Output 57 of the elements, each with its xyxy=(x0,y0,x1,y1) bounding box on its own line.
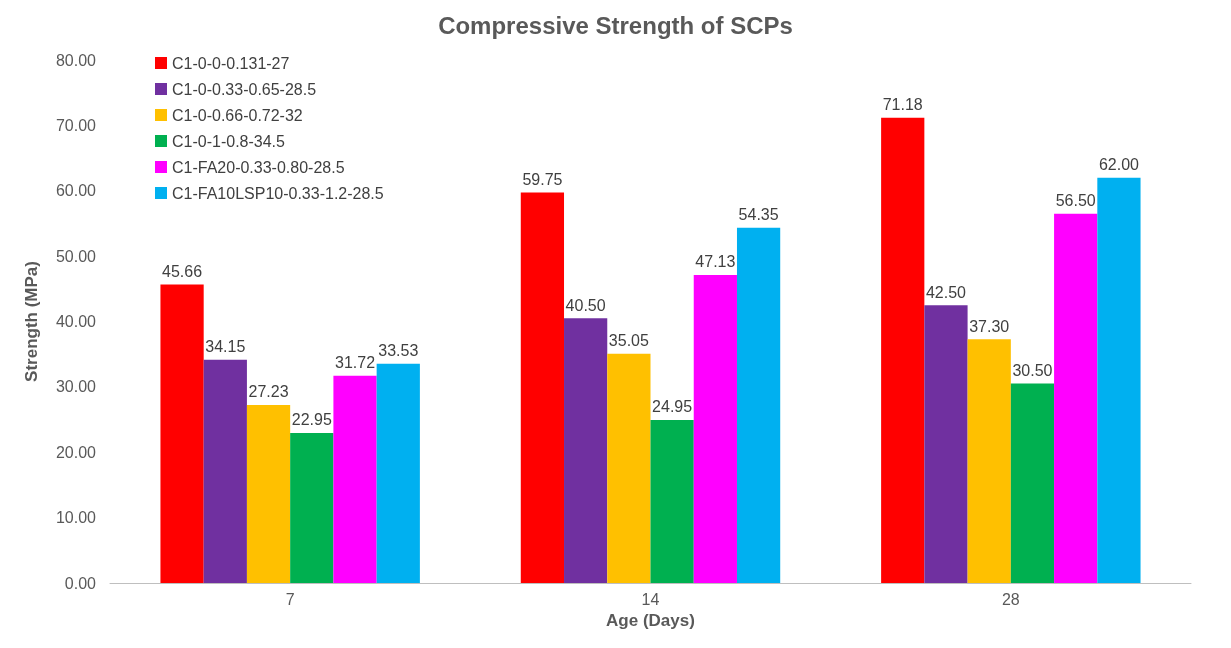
bar xyxy=(520,192,565,583)
bar xyxy=(1097,177,1141,583)
data-label: 22.95 xyxy=(291,411,332,429)
legend-label: C1-0-0.33-0.65-28.5 xyxy=(172,80,317,98)
x-tick-label: 7 xyxy=(285,590,295,608)
y-axis-title: Strength (MPa) xyxy=(22,261,41,382)
data-label: 37.30 xyxy=(969,317,1010,335)
y-tick-label: 20.00 xyxy=(55,443,97,461)
data-label: 24.95 xyxy=(652,398,693,416)
y-tick-label: 10.00 xyxy=(55,509,97,527)
legend-label: C1-0-1-0.8-34.5 xyxy=(172,132,286,150)
bar xyxy=(160,284,204,583)
bar xyxy=(564,318,608,583)
bar xyxy=(290,432,334,583)
data-label: 62.00 xyxy=(1098,156,1140,174)
y-tick-label: 30.00 xyxy=(55,378,97,396)
bar xyxy=(607,353,651,583)
bar xyxy=(650,419,694,583)
bar xyxy=(376,363,420,583)
legend-label: C1-FA20-0.33-0.80-28.5 xyxy=(172,158,345,176)
bar xyxy=(693,274,737,583)
data-label: 33.53 xyxy=(378,342,419,360)
data-label: 71.18 xyxy=(882,96,923,114)
data-label: 54.35 xyxy=(738,206,779,224)
bar xyxy=(246,404,291,583)
data-label: 30.50 xyxy=(1012,362,1053,380)
bar xyxy=(1054,213,1098,583)
legend-label: C1-FA10LSP10-0.33-1.2-28.5 xyxy=(172,184,384,202)
data-label: 31.72 xyxy=(335,354,376,372)
x-tick-label: 28 xyxy=(1001,590,1020,608)
bar xyxy=(333,375,377,583)
bar xyxy=(203,359,247,583)
chart-title: Compressive Strength of SCPs xyxy=(438,11,793,39)
bar xyxy=(1010,383,1055,583)
data-label: 42.50 xyxy=(925,283,967,301)
data-label: 47.13 xyxy=(695,253,736,271)
data-label: 35.05 xyxy=(608,332,649,350)
x-tick-label: 14 xyxy=(641,590,660,608)
bar xyxy=(967,339,1011,583)
y-tick-label: 80.00 xyxy=(55,51,97,69)
data-label: 59.75 xyxy=(522,170,563,188)
data-label: 34.15 xyxy=(205,338,246,356)
y-tick-label: 50.00 xyxy=(55,247,97,265)
x-axis-title: Age (Days) xyxy=(606,610,695,630)
data-label: 56.50 xyxy=(1055,192,1096,210)
legend-label: C1-0-0-0.131-27 xyxy=(172,54,290,72)
data-label: 40.50 xyxy=(565,296,606,314)
y-tick-label: 60.00 xyxy=(55,182,97,200)
data-label: 27.23 xyxy=(248,383,289,401)
legend-label: C1-0-0.66-0.72-32 xyxy=(172,106,303,124)
y-tick-label: 40.00 xyxy=(55,313,97,330)
bar xyxy=(924,305,968,583)
bar xyxy=(736,227,781,583)
data-label: 45.66 xyxy=(162,263,203,280)
y-tick-label: 70.00 xyxy=(55,116,97,134)
bar xyxy=(881,117,925,583)
y-tick-label: 0.00 xyxy=(64,574,97,592)
